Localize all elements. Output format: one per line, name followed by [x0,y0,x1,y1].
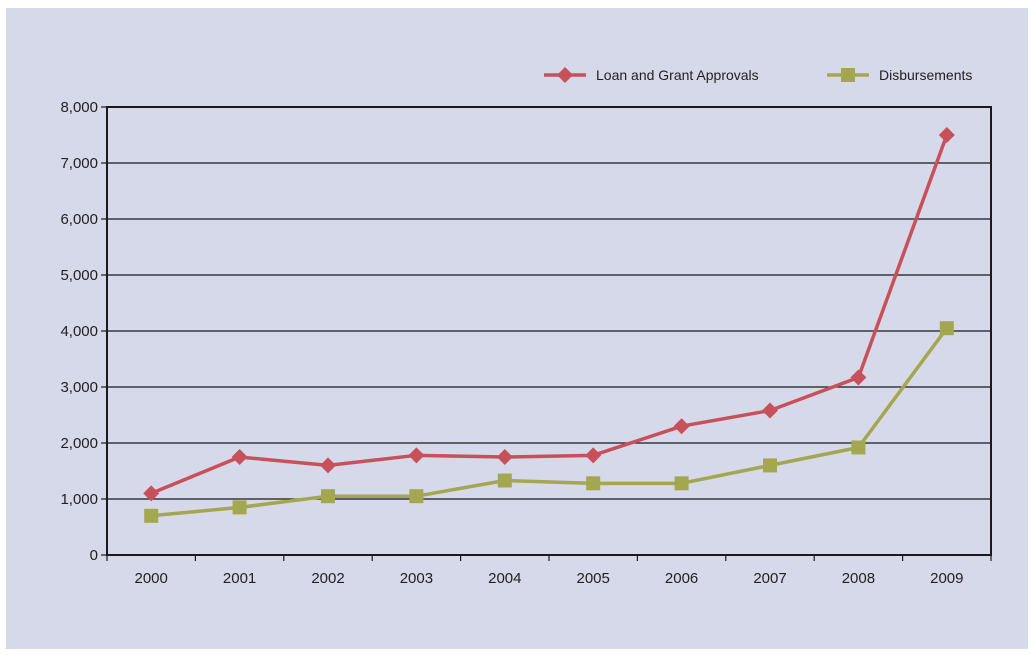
square-marker [321,489,335,504]
diamond-marker [762,402,778,419]
x-tick-label: 2006 [665,570,698,587]
y-tick-label: 8,000 [60,99,98,116]
x-tick-label: 2000 [135,570,168,587]
chart-panel: 0 1,000 2,000 3,000 4,000 5,000 6,000 7,000 8,00… [6,8,1028,649]
diamond-marker [231,449,248,465]
legend-item: Disbursements [827,67,972,83]
square-marker [497,473,512,488]
y-tick-label: 4,000 [60,323,98,340]
diamond-marker [585,447,602,464]
legend-item: Loan and Grant Approvals [544,67,759,83]
square-marker [144,508,159,523]
y-axis: 0 1,000 2,000 3,000 4,000 5,000 6,000 7,000 8,00… [60,99,107,564]
series-loan-and-grant-approvals [143,127,955,502]
diamond-marker [673,418,690,435]
square-marker [851,440,866,455]
y-tick-label: 7,000 [60,155,98,172]
gridlines [107,162,991,500]
legend-square-icon [841,68,855,82]
x-tick-label: 2009 [930,570,963,587]
series-line [151,327,949,518]
x-tick-label: 2004 [488,570,521,587]
x-tick-label: 2002 [311,570,344,587]
diamond-marker [408,447,425,464]
legend: Loan and Grant Approvals Disbursements [544,67,972,83]
series-line [150,134,949,496]
x-axis: 2000 2001 2002 2003 2004 2005 2006 2007 2008 2009 [106,555,992,587]
diamond-marker [496,449,513,465]
diamond-marker [938,127,955,143]
diamond-marker [143,485,160,502]
y-tick-label: 5,000 [60,267,98,284]
legend-diamond-icon [557,67,573,83]
y-tick-label: 1,000 [60,491,98,508]
square-marker [939,321,954,336]
square-marker [586,476,601,491]
legend-label: Loan and Grant Approvals [596,67,759,83]
legend-label: Disbursements [879,67,972,83]
y-tick-label: 6,000 [60,211,98,228]
series-layer [143,127,955,523]
square-marker [674,476,689,491]
x-tick-label: 2007 [753,570,786,587]
y-tick-label: 2,000 [60,435,98,452]
x-tick-label: 2005 [577,570,610,587]
line-chart: 0 1,000 2,000 3,000 4,000 5,000 6,000 7,000 8,00… [60,67,992,587]
x-tick-label: 2003 [400,570,433,587]
y-tick-label: 3,000 [60,379,98,396]
y-tick-label: 0 [90,547,98,564]
x-tick-label: 2008 [842,570,875,587]
diamond-marker [320,457,336,474]
square-marker [763,458,777,473]
diamond-marker [850,369,867,386]
square-marker [232,500,247,515]
x-tick-label: 2001 [223,570,256,587]
square-marker [409,489,424,504]
series-disbursements [144,321,954,523]
